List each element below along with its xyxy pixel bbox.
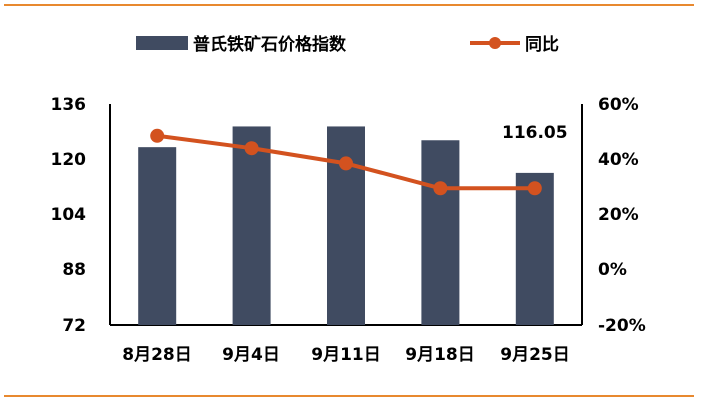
left-tick-labels: 136 120 104 88 72: [51, 95, 87, 336]
yoy-points: [150, 128, 542, 196]
x-tick-label: 8月28日: [122, 345, 192, 365]
x-tick-label: 9月25日: [500, 345, 570, 365]
right-tick-label: 40%: [598, 150, 639, 170]
yoy-point: [433, 181, 448, 196]
legend-bar-label: 普氏铁矿石价格指数: [193, 34, 347, 55]
left-tick-label: 136: [51, 95, 87, 115]
left-tick-label: 120: [51, 150, 87, 170]
bar-series: [138, 126, 554, 325]
legend: 普氏铁矿石价格指数 同比: [136, 34, 559, 55]
x-tick-label: 9月11日: [311, 345, 381, 365]
x-tick-label: 9月4日: [222, 345, 280, 365]
x-tick-labels: 8月28日 9月4日 9月11日 9月18日 9月25日: [122, 345, 570, 365]
index-bar: [515, 172, 554, 325]
right-tick-labels: 60% 40% 20% 0% -20%: [598, 95, 646, 336]
right-tick-label: -20%: [598, 316, 646, 336]
bottom-divider: [4, 395, 694, 397]
index-bar: [421, 140, 460, 325]
right-tick-label: 0%: [598, 260, 627, 280]
top-divider: [4, 4, 694, 6]
yoy-point: [527, 181, 542, 196]
yoy-point: [150, 128, 165, 143]
bar-value-label: 116.05: [502, 123, 568, 143]
right-tick-label: 20%: [598, 205, 639, 225]
right-tick-label: 60%: [598, 95, 639, 115]
legend-line-label: 同比: [525, 34, 559, 55]
yoy-point: [339, 156, 353, 171]
index-bar: [327, 126, 365, 325]
legend-line-marker: [489, 37, 501, 49]
x-tick-label: 9月18日: [405, 345, 475, 365]
yoy-point: [244, 141, 259, 156]
index-bar: [138, 147, 177, 325]
left-tick-label: 104: [51, 205, 87, 225]
legend-bar-swatch: [136, 36, 188, 50]
left-tick-label: 72: [62, 316, 86, 336]
index-bar: [232, 126, 271, 325]
left-tick-label: 88: [62, 260, 86, 280]
